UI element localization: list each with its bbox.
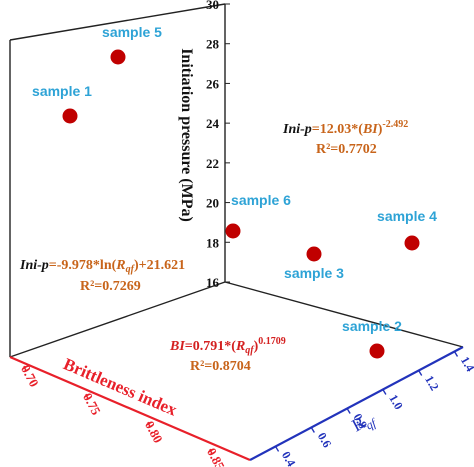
z-tick-label: 16 (206, 275, 220, 290)
equation-bi-rqf-var-sub: qf (245, 345, 255, 356)
equation-bi-rqf-close: ) (254, 339, 259, 354)
equation-rqf-var: R (115, 258, 125, 273)
y-tick-label: 1.4 (458, 354, 474, 374)
data-point (225, 223, 241, 239)
data-points: sample 5 sample 1 sample 6 sample 3 sample 4… (32, 24, 437, 359)
z-tick-label: 30 (206, 0, 219, 12)
y-tick-label: 0.4 (279, 449, 299, 467)
box-edge-floor-left (9, 281, 226, 358)
x-tick-label: 0.75 (80, 390, 104, 418)
x-tick-mark (147, 421, 151, 428)
y-tick-mark (310, 427, 315, 433)
equation-bi: Ini-p=12.03*(BI)-2.492 R²=0.7702 (282, 119, 408, 157)
z-tick-label: 24 (206, 116, 220, 131)
data-point-label: sample 6 (231, 192, 291, 208)
x-axis-line (9, 355, 251, 462)
equation-rqf-var-sub: qf (126, 264, 136, 275)
z-tick-label: 18 (206, 235, 220, 250)
y-tick-label: 0.8 (351, 411, 371, 431)
y-tick-label: 1.0 (386, 392, 406, 412)
equation-rqf-lhs: Ini-p (19, 258, 49, 273)
equation-rqf-line1: Ini-p=-9.978*ln(Rqf)+21.621 (19, 258, 185, 275)
z-tick-label: 28 (206, 37, 220, 52)
y-tick-mark (274, 446, 280, 452)
x-tick-mark (209, 448, 213, 455)
data-point-label: sample 1 (32, 83, 92, 99)
data-point (306, 246, 322, 262)
data-point-label: sample 5 (102, 24, 162, 40)
equation-rqf: Ini-p=-9.978*ln(Rqf)+21.621 R²=0.7269 (19, 258, 185, 294)
y-tick-mark (346, 408, 351, 414)
data-point (110, 49, 126, 65)
equation-bi-exponent: -2.492 (382, 119, 408, 130)
equation-bi-r2: R²=0.7702 (316, 142, 377, 157)
x-tick-label: 0.70 (18, 362, 42, 389)
equation-rqf-coef: =-9.978*ln( (49, 258, 117, 273)
data-point-label: sample 4 (377, 208, 437, 224)
equation-bi-lhs: Ini-p (282, 122, 312, 137)
y-tick-label: 0.6 (315, 430, 335, 450)
box-edge-top-left (9, 3, 226, 41)
equation-bi-rqf-r2: R²=0.8704 (190, 359, 251, 374)
equation-rqf-close: )+21.621 (134, 258, 185, 273)
z-axis-ticks: 16 18 20 22 24 26 28 30 (206, 0, 230, 290)
equation-bi-close: ) (378, 122, 383, 137)
z-tick-label: 20 (206, 196, 219, 211)
equation-bi-rqf-line1: BI=0.791*(Rqf)0.1709 (169, 336, 286, 356)
equation-bi-rqf: BI=0.791*(Rqf)0.1709 R²=0.8704 (169, 336, 286, 374)
z-tick-label: 26 (206, 76, 220, 91)
y-tick-mark (418, 370, 423, 376)
equation-bi-rqf-exponent: 0.1709 (258, 336, 286, 347)
equation-bi-rqf-lhs: BI (169, 339, 185, 354)
data-point-label: sample 2 (342, 318, 402, 334)
box-edge-floor-right (224, 281, 464, 348)
y-tick-label: 1.2 (422, 373, 442, 393)
equation-rqf-r2: R²=0.7269 (80, 279, 141, 294)
equation-bi-var: BI (362, 122, 378, 137)
z-axis-title: Initiation pressure (MPa) (178, 48, 195, 222)
z-tick-label: 22 (206, 156, 219, 171)
y-axis-ticks: 0.4 0.6 0.8 1.0 1.2 1.4 (274, 351, 474, 467)
box-frame (9, 3, 464, 358)
data-point (369, 343, 385, 359)
y-tick-mark (453, 351, 459, 357)
x-tick-mark (23, 365, 27, 372)
y-axis-line (249, 346, 464, 461)
equation-bi-line1: Ini-p=12.03*(BI)-2.492 (282, 119, 408, 137)
equation-bi-coef: =12.03*( (312, 122, 363, 137)
x-tick-mark (85, 393, 89, 400)
data-point (404, 235, 420, 251)
y-tick-mark (382, 389, 387, 395)
equation-bi-rqf-var: R (235, 339, 245, 354)
data-point-label: sample 3 (284, 265, 344, 281)
equation-bi-rqf-coef: =0.791*( (185, 339, 236, 354)
data-point (62, 108, 78, 124)
